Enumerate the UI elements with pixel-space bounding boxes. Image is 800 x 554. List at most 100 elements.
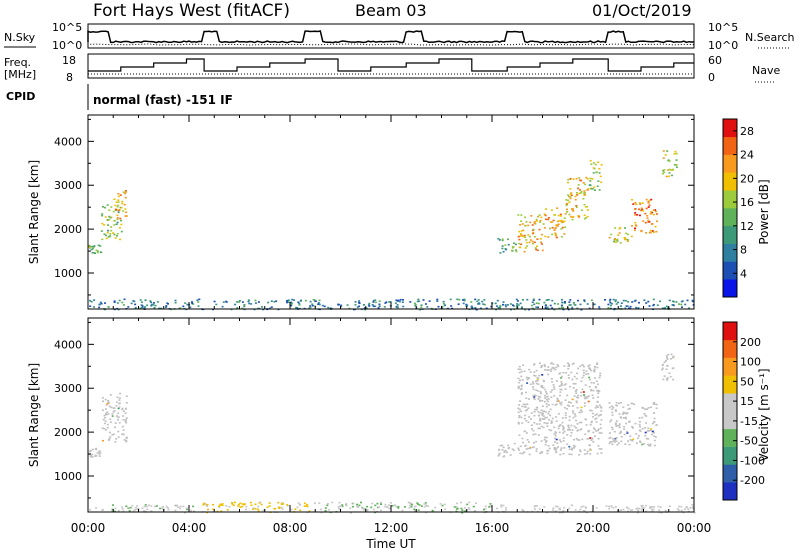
echo-cell — [535, 306, 538, 308]
echo-cell — [559, 391, 562, 393]
echo-cell — [583, 405, 586, 407]
echo-cell — [634, 422, 637, 425]
echo-cell — [475, 502, 477, 504]
echo-cell — [614, 423, 617, 425]
echo-cell — [598, 414, 601, 416]
echo-cell — [226, 509, 229, 511]
echo-cell — [191, 302, 194, 305]
echo-cell — [588, 184, 591, 186]
echo-cell — [477, 299, 480, 301]
echo-cell — [89, 305, 92, 307]
echo-cell — [578, 454, 581, 456]
echo-cell — [577, 216, 580, 218]
echo-cell — [634, 221, 637, 224]
echo-cell — [579, 365, 582, 368]
echo-cell — [642, 220, 645, 222]
echo-cell — [553, 446, 556, 449]
echo-cell — [414, 510, 417, 512]
echo-cell — [125, 505, 128, 508]
echo-cell — [522, 364, 525, 366]
echo-cell — [665, 360, 667, 362]
echo-cell — [532, 299, 535, 301]
echo-cell — [529, 221, 532, 224]
echo-cell — [653, 412, 656, 414]
noise-tick-right-top: 10^5 — [708, 21, 738, 34]
echo-cell — [653, 439, 656, 442]
echo-cell — [98, 455, 101, 457]
echo-cell — [691, 299, 694, 302]
echo-cell — [122, 510, 125, 513]
echo-cell — [638, 423, 641, 426]
echo-cell — [661, 367, 664, 370]
echo-cell — [578, 411, 581, 414]
echo-cell — [652, 213, 655, 216]
echo-cell — [526, 378, 529, 381]
echo-cell — [545, 405, 548, 408]
echo-cell — [647, 407, 650, 409]
echo-cell — [677, 509, 680, 512]
echo-cell — [130, 302, 133, 305]
echo-cell — [117, 430, 120, 433]
echo-cell — [129, 506, 132, 509]
echo-cell — [174, 299, 177, 302]
echo-cell — [503, 450, 506, 453]
echo-cell — [125, 407, 127, 410]
echo-cell — [483, 299, 486, 301]
echo-cell — [541, 414, 544, 416]
echo-cell — [518, 416, 521, 419]
echo-cell — [589, 180, 592, 182]
echo-cell — [537, 398, 540, 400]
echo-cell — [599, 372, 602, 375]
echo-cell — [570, 431, 573, 434]
echo-cell — [559, 402, 562, 405]
echo-cell — [546, 392, 548, 395]
echo-cell — [515, 298, 518, 301]
echo-cell — [449, 298, 452, 301]
echo-cell — [640, 207, 643, 210]
echo-cell — [532, 433, 535, 436]
echo-cell — [628, 443, 631, 446]
echo-cell — [564, 417, 567, 419]
echo-cell — [104, 420, 107, 422]
echo-cell — [522, 299, 524, 301]
echo-cell — [634, 212, 637, 214]
colorbar-tick-label: 15 — [740, 395, 754, 408]
colorbar-segment — [723, 339, 737, 358]
echo-cell — [206, 505, 208, 507]
echo-cell — [519, 235, 522, 237]
echo-cell — [106, 204, 109, 206]
echo-cell — [538, 214, 541, 216]
echo-cell — [632, 427, 634, 429]
echo-cell — [543, 369, 546, 371]
echo-cell — [568, 445, 571, 448]
echo-cell — [613, 430, 616, 433]
echo-cell — [598, 448, 601, 450]
echo-cell — [592, 162, 595, 164]
echo-cell — [389, 502, 392, 504]
echo-cell — [594, 414, 597, 416]
echo-cell — [522, 403, 525, 406]
echo-cell — [501, 449, 504, 451]
echo-cell — [467, 507, 470, 509]
echo-cell — [619, 416, 622, 418]
echo-cell — [484, 508, 487, 510]
echo-cell — [98, 450, 101, 452]
echo-cell — [647, 427, 650, 430]
echo-region — [588, 159, 603, 191]
echo-cell — [519, 224, 522, 226]
echo-cell — [414, 303, 417, 306]
echo-cell — [554, 448, 557, 451]
echo-cell — [558, 425, 561, 428]
echo-cell — [384, 503, 387, 506]
echo-cell — [109, 394, 112, 396]
echo-cell — [277, 507, 280, 509]
echo-cell — [668, 372, 671, 374]
echo-cell — [114, 426, 116, 429]
echo-cell — [630, 235, 633, 238]
echo-cell — [260, 503, 263, 506]
echo-cell — [600, 432, 603, 434]
echo-cell — [608, 442, 611, 445]
echo-cell — [122, 419, 125, 421]
echo-cell — [568, 401, 571, 403]
echo-cell — [543, 213, 546, 215]
